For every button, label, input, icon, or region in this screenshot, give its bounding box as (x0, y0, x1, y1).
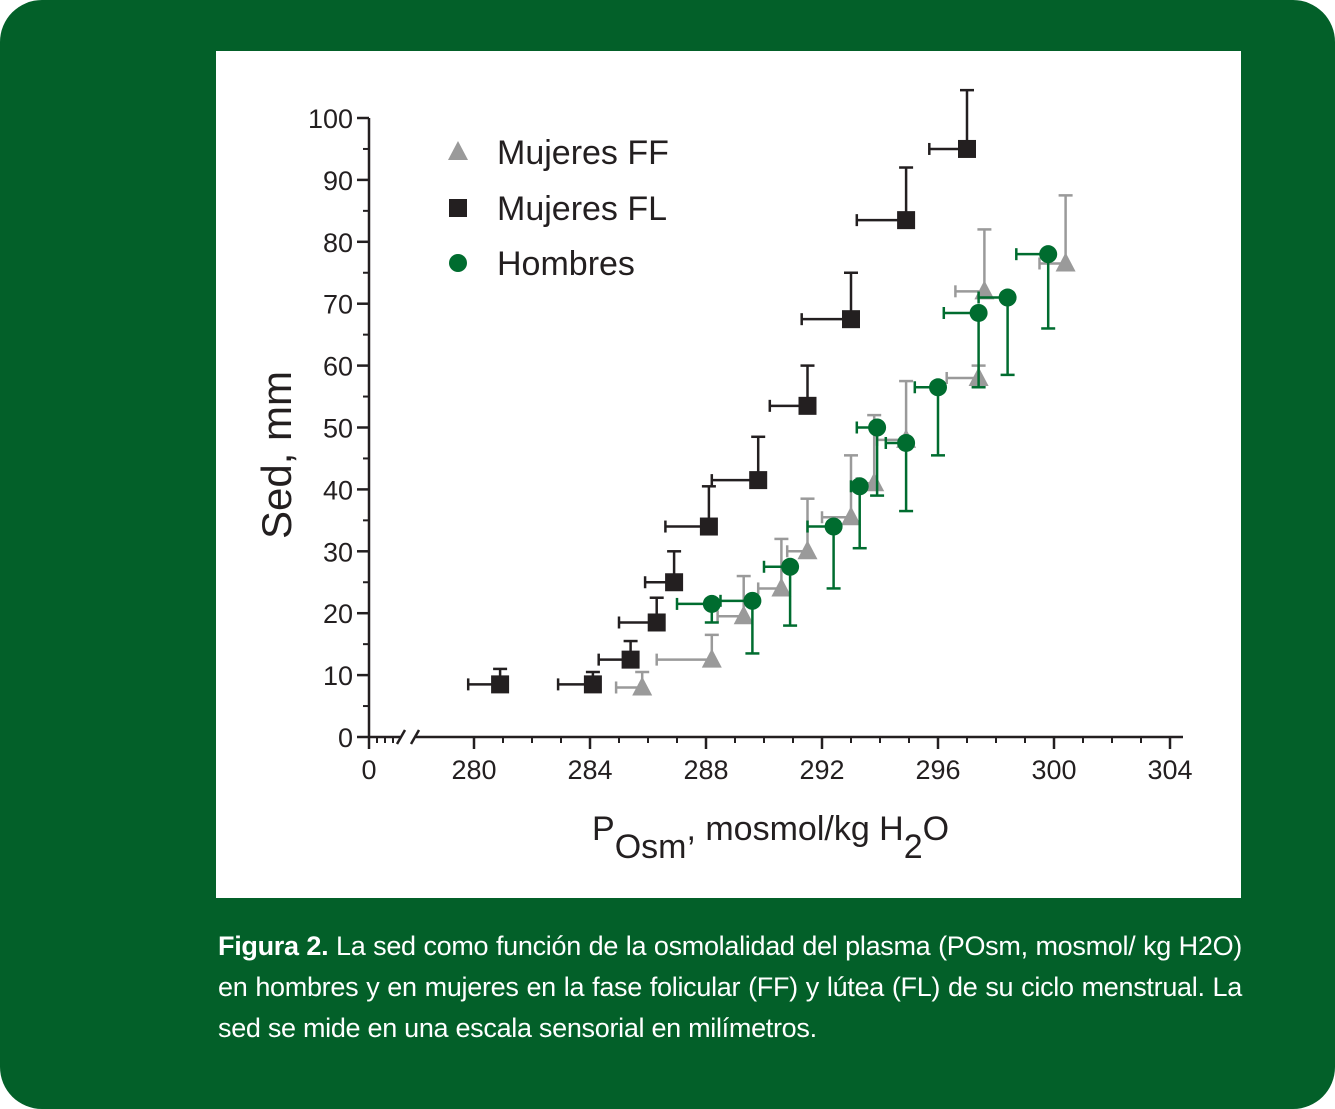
y-tick-label: 80 (323, 228, 353, 258)
legend-label: Mujeres FF (497, 134, 669, 172)
data-point (647, 613, 666, 632)
x-tick-label: 304 (1147, 755, 1192, 785)
data-point (702, 594, 721, 613)
y-tick-label: 30 (323, 537, 353, 567)
data-point (699, 517, 718, 536)
data-point (701, 648, 722, 668)
tick-group: 0 280 284 288 292 296 300 304010203040506070809… (308, 104, 1193, 785)
x-axis-title-rest: , mosmol/kg H (686, 810, 903, 848)
legend-marker (448, 141, 468, 160)
y-tick-label: 10 (323, 661, 353, 691)
data-point (733, 605, 754, 625)
x-tick-label: 0 (361, 755, 376, 785)
x-tick-label: 292 (799, 755, 844, 785)
x-axis-title: POsm, mosmol/kg H2O (592, 810, 949, 866)
caption-lead: Figura 2. (218, 931, 329, 961)
data-point (743, 591, 762, 610)
legend: Mujeres FF Mujeres FL Hombres (448, 134, 669, 283)
data-point (897, 433, 916, 452)
series-square (466, 88, 976, 694)
data-point (864, 472, 885, 492)
data-point (621, 650, 640, 669)
data-point (797, 540, 818, 560)
caption-text: La sed como función de la osmolalidad de… (218, 931, 1242, 1043)
y-tick-label: 40 (323, 475, 353, 505)
data-point (1039, 245, 1058, 264)
data-point (842, 310, 860, 329)
data-point (824, 517, 843, 536)
data-point (969, 303, 988, 322)
y-tick-label: 0 (338, 723, 353, 753)
y-tick-label: 60 (323, 352, 353, 382)
axes (367, 118, 1183, 745)
axis-break-mark-2 (409, 729, 421, 745)
data-point (841, 506, 861, 526)
series-triangle (614, 194, 1076, 696)
legend-label: Mujeres FL (497, 190, 667, 228)
x-axis-title-sub: Osm (615, 828, 687, 866)
y-tick-label: 70 (323, 290, 353, 320)
y-tick-label: 50 (323, 414, 353, 444)
data-point (781, 557, 800, 576)
data-point (929, 378, 947, 397)
data-point (868, 418, 887, 437)
y-tick-label: 20 (323, 599, 353, 629)
figure-caption: Figura 2. La sed como función de la osmo… (218, 926, 1242, 1049)
x-tick-label: 296 (915, 755, 960, 785)
legend-label: Hombres (497, 245, 635, 283)
y-tick-label: 100 (308, 104, 353, 134)
x-tick-label: 284 (567, 755, 612, 785)
x-axis-title-sub2: 2 (904, 828, 923, 866)
legend-marker (449, 254, 467, 272)
x-tick-label: 280 (451, 755, 496, 785)
x-tick-label: 300 (1031, 755, 1076, 785)
legend-marker (449, 199, 467, 217)
data-point (998, 288, 1017, 307)
x-tick-label: 288 (683, 755, 728, 785)
data-point (632, 676, 653, 696)
y-tick-label: 90 (323, 166, 353, 196)
series-group (466, 88, 1076, 696)
data-point (749, 471, 768, 490)
axis-break-mark-1 (395, 729, 407, 745)
data-point (958, 139, 976, 158)
x-axis-title-end: O (923, 810, 949, 848)
data-point (1055, 252, 1076, 272)
data-point (491, 675, 510, 694)
data-point (583, 675, 602, 694)
plot-panel (216, 51, 1241, 898)
data-point (771, 577, 792, 597)
y-axis-title: Sed, mm (253, 371, 300, 539)
x-axis-title-p: P (592, 810, 615, 848)
series-circle (675, 245, 1058, 655)
data-point (850, 477, 869, 496)
data-point (798, 396, 817, 415)
data-point (665, 573, 684, 592)
data-point (897, 211, 916, 230)
